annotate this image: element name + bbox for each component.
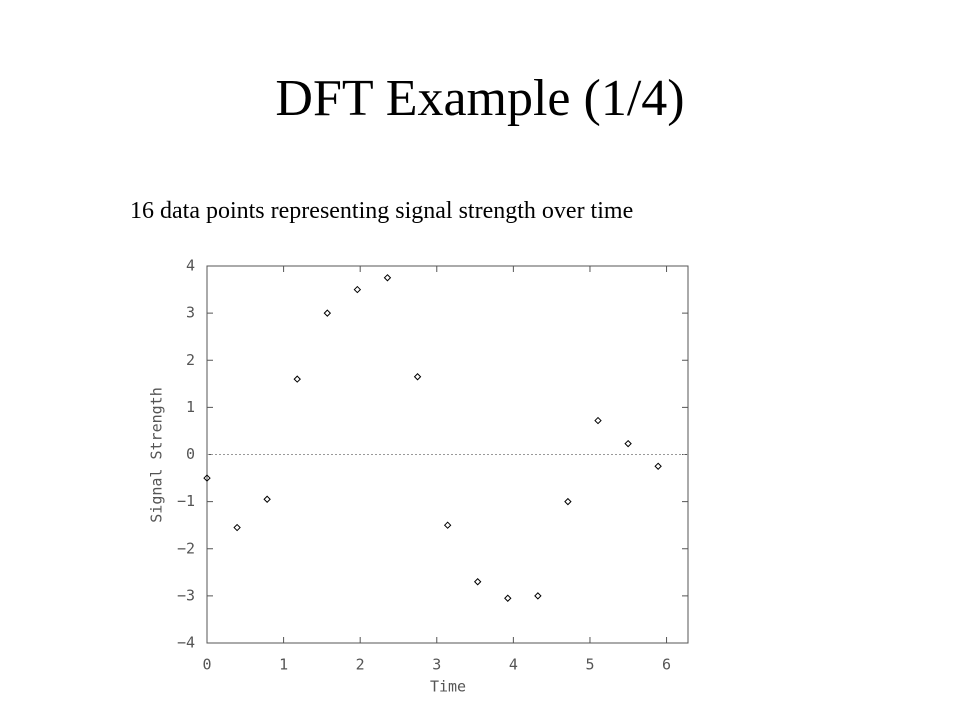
data-point xyxy=(293,375,301,383)
y-tick-label: −2 xyxy=(177,539,195,557)
x-tick-label: 2 xyxy=(356,656,365,674)
data-point xyxy=(383,274,392,282)
y-tick-label: 0 xyxy=(186,445,195,463)
data-point xyxy=(504,594,512,602)
data-point xyxy=(534,592,542,600)
y-tick-label: 2 xyxy=(186,351,195,369)
data-point xyxy=(203,474,211,482)
data-point xyxy=(323,309,332,317)
y-tick-label: 1 xyxy=(186,398,195,416)
x-tick-label: 6 xyxy=(662,656,671,674)
x-tick-label: 3 xyxy=(432,656,441,674)
data-point xyxy=(413,373,422,381)
data-point xyxy=(594,416,602,425)
data-point xyxy=(654,462,662,470)
y-tick-label: 3 xyxy=(186,304,195,322)
x-tick-label: 5 xyxy=(585,656,594,674)
data-point xyxy=(233,523,241,532)
y-tick-label: 4 xyxy=(186,257,195,275)
y-axis-label: Signal Strength xyxy=(148,387,166,522)
x-tick-label: 0 xyxy=(202,656,211,674)
data-point xyxy=(473,578,482,586)
data-point xyxy=(443,521,452,529)
data-point xyxy=(353,285,362,294)
y-tick-label: −3 xyxy=(177,586,195,604)
x-tick-label: 4 xyxy=(509,656,518,674)
data-point xyxy=(564,497,572,506)
y-tick-label: −1 xyxy=(177,492,195,510)
y-tick-label: −4 xyxy=(177,634,195,652)
x-axis-label: Time xyxy=(430,678,466,696)
slide-title: DFT Example (1/4) xyxy=(275,70,684,127)
data-point xyxy=(624,439,632,448)
subtitle: 16 data points representing signal stren… xyxy=(130,198,633,224)
x-tick-label: 1 xyxy=(279,656,288,674)
data-point xyxy=(263,495,271,503)
